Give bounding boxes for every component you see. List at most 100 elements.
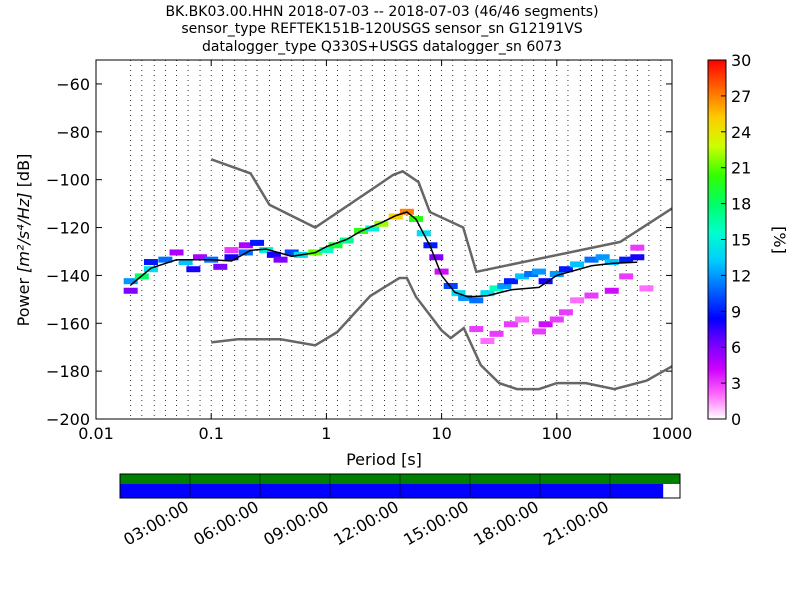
histogram-cell bbox=[497, 282, 512, 289]
histogram-cell bbox=[619, 256, 634, 263]
x-tick-label: 100 bbox=[542, 424, 573, 443]
y-axis-ticks: −60 −80 −100 −120 −140 −160 −180 −200 bbox=[46, 75, 672, 429]
histogram-cell bbox=[273, 256, 288, 263]
histogram-cell bbox=[123, 278, 138, 285]
colorbar-tick-label: 30 bbox=[731, 51, 751, 70]
histogram-cell bbox=[169, 249, 184, 256]
mean-curve bbox=[130, 211, 638, 298]
histogram-cell bbox=[549, 271, 564, 278]
histogram-cell bbox=[531, 328, 546, 335]
histogram-cell bbox=[558, 309, 573, 316]
coverage-tick-label: 12:00:00 bbox=[330, 497, 402, 549]
y-axis-label-suffix: [dB] bbox=[14, 154, 33, 193]
chart-title: BK.BK03.00.HHN 2018-07-03 -- 2018-07-03 … bbox=[165, 4, 598, 55]
y-tick-label: −120 bbox=[46, 219, 90, 238]
histogram-cell bbox=[374, 220, 389, 227]
histogram-cell bbox=[630, 244, 645, 251]
mean-line bbox=[130, 211, 638, 298]
histogram-cell bbox=[259, 247, 274, 254]
colorbar-label: [%] bbox=[770, 226, 789, 254]
x-tick-label: 0.01 bbox=[78, 424, 114, 443]
noise-models bbox=[210, 158, 673, 391]
histogram-cell bbox=[549, 316, 564, 323]
histogram-cell bbox=[458, 294, 473, 301]
histogram-cell bbox=[328, 242, 343, 249]
histogram-cell bbox=[531, 268, 546, 275]
coverage-tick-label: 21:00:00 bbox=[540, 497, 612, 549]
x-tick-label: 0.1 bbox=[198, 424, 223, 443]
x-tick-label: 1 bbox=[321, 424, 331, 443]
histogram-cell bbox=[584, 256, 599, 263]
title-line-2: sensor_type REFTEK151B-120USGS sensor_sn… bbox=[181, 21, 582, 37]
histogram-cell bbox=[469, 297, 484, 304]
histogram-cell bbox=[595, 254, 610, 261]
colorbar-tick-label: 3 bbox=[731, 374, 741, 393]
histogram-cell bbox=[284, 249, 299, 256]
coverage-tick-label: 18:00:00 bbox=[470, 497, 542, 549]
y-tick-label: −80 bbox=[56, 123, 90, 142]
histogram-cell bbox=[213, 263, 228, 270]
y-tick-label: −60 bbox=[56, 75, 90, 94]
histogram-cell bbox=[319, 247, 334, 254]
title-line-1: BK.BK03.00.HHN 2018-07-03 -- 2018-07-03 … bbox=[165, 4, 598, 20]
histogram-cell bbox=[178, 259, 193, 266]
histogram-cell bbox=[158, 256, 173, 263]
histogram-cell bbox=[570, 261, 585, 268]
coverage-tick-label: 09:00:00 bbox=[260, 497, 332, 549]
y-tick-label: −160 bbox=[46, 314, 90, 333]
colorbar-tick-label: 24 bbox=[731, 123, 751, 142]
histogram-cell bbox=[388, 213, 403, 220]
colorbar-tick-label: 12 bbox=[731, 266, 751, 285]
title-line-3: datalogger_type Q330S+USGS datalogger_sn… bbox=[202, 39, 562, 55]
histogram-cell bbox=[584, 292, 599, 299]
histogram-cell bbox=[469, 326, 484, 333]
colorbar-tick-label: 21 bbox=[731, 159, 751, 178]
colorbar-tick-label: 15 bbox=[731, 231, 751, 250]
histogram-cell bbox=[143, 266, 158, 273]
histogram-cell bbox=[480, 290, 495, 297]
time-coverage-bar: 03:00:0006:00:0009:00:0012:00:0015:00:00… bbox=[119, 473, 681, 549]
histogram-cell bbox=[489, 285, 504, 292]
x-axis-ticks: 0.01 0.1 1 10 100 1000 bbox=[78, 60, 692, 443]
histogram-cell bbox=[558, 266, 573, 273]
colorbar-tick-label: 0 bbox=[731, 410, 741, 429]
histogram-cell bbox=[630, 254, 645, 261]
histogram-cell bbox=[503, 321, 518, 328]
noise-model-nlnm bbox=[211, 276, 673, 391]
y-axis-label-units: [m²/s⁴/Hz] bbox=[14, 192, 33, 272]
histogram-cell bbox=[489, 330, 504, 337]
histogram-cells bbox=[123, 208, 654, 345]
histogram-cell bbox=[143, 259, 158, 266]
plot-frame bbox=[95, 59, 673, 420]
histogram-cell bbox=[224, 247, 239, 254]
histogram-cell bbox=[524, 271, 539, 278]
coverage-data-strip bbox=[120, 484, 664, 498]
noise-model-nhnm bbox=[210, 158, 673, 274]
histogram-cell bbox=[639, 285, 654, 292]
plot-grid bbox=[130, 60, 662, 419]
histogram-cell bbox=[604, 259, 619, 266]
y-tick-label: −200 bbox=[46, 410, 90, 429]
histogram-cell bbox=[339, 237, 354, 244]
colorbar-tick-label: 18 bbox=[731, 195, 751, 214]
colorbar-tick-label: 6 bbox=[731, 338, 741, 357]
y-tick-label: −140 bbox=[46, 266, 90, 285]
y-tick-label: −100 bbox=[46, 171, 90, 190]
histogram-cell bbox=[250, 239, 265, 246]
y-tick-label: −180 bbox=[46, 362, 90, 381]
histogram-cell bbox=[604, 287, 619, 294]
colorbar-tick-label: 27 bbox=[731, 87, 751, 106]
histogram-cell bbox=[480, 338, 495, 345]
colorbar-tick-label: 9 bbox=[731, 302, 741, 321]
histogram-cell bbox=[193, 254, 208, 261]
histogram-cell bbox=[266, 251, 281, 258]
colorbar-ticks: 0 3 6 9 12 15 18 21 24 27 30 bbox=[721, 51, 751, 429]
histogram-cell bbox=[365, 225, 380, 232]
coverage-tick-label: 06:00:00 bbox=[190, 497, 262, 549]
histogram-cell bbox=[538, 321, 553, 328]
histogram-cell bbox=[503, 278, 518, 285]
histogram-cell bbox=[123, 287, 138, 294]
histogram-cell bbox=[238, 242, 253, 249]
colorbar: 0 3 6 9 12 15 18 21 24 27 30 [%] bbox=[707, 51, 789, 429]
